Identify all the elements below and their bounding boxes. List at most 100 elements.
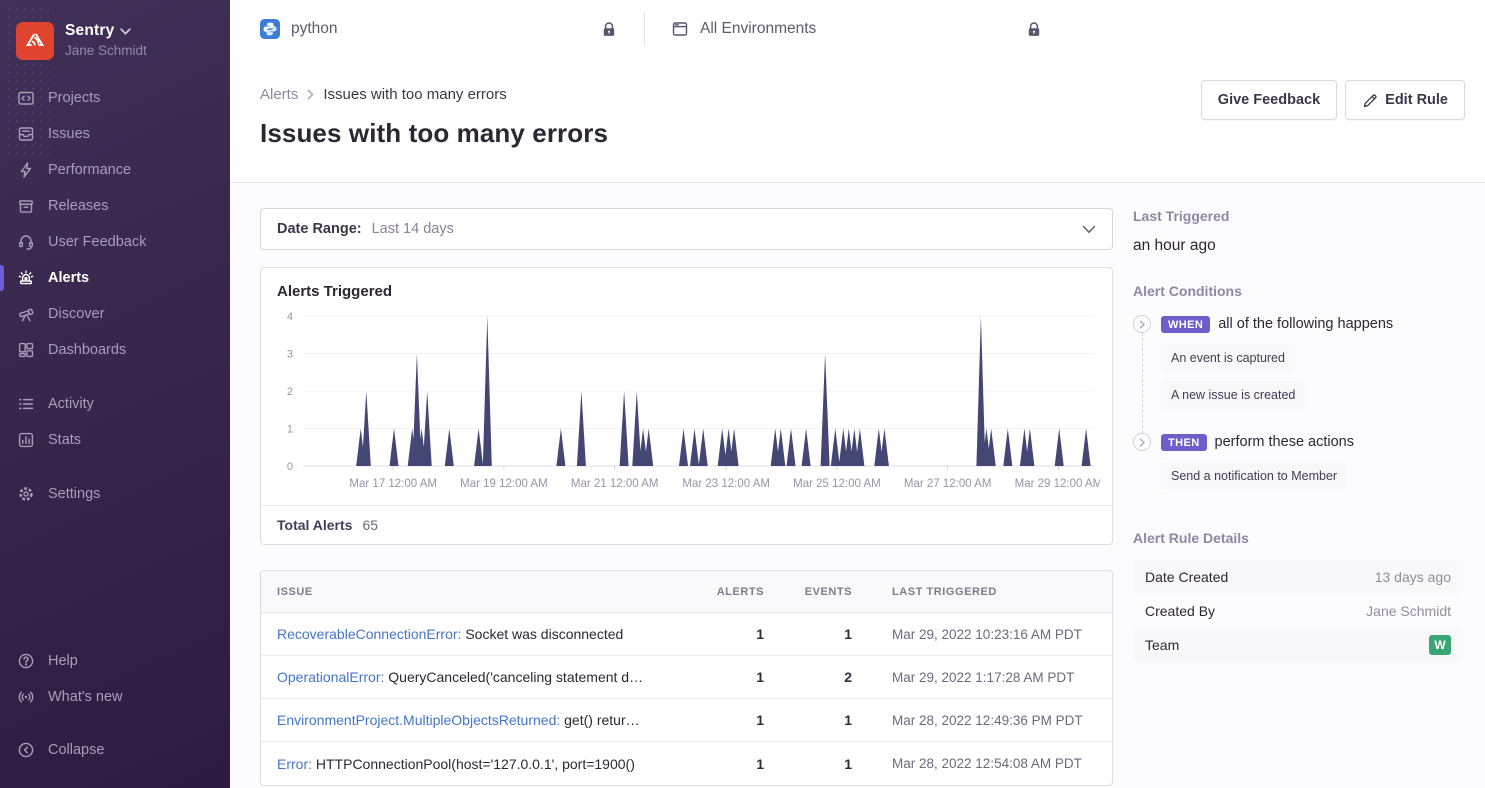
sidebar-item-stats[interactable]: Stats [0,422,230,458]
issue-link[interactable]: Error: [277,755,312,772]
svg-text:Mar 29 12:00 AM: Mar 29 12:00 AM [1015,478,1100,490]
svg-text:Mar 25 12:00 AM: Mar 25 12:00 AM [793,478,881,490]
events-count: 1 [844,712,852,728]
issue-link[interactable]: RecoverableConnectionError: [277,626,462,642]
environment-selector[interactable]: All Environments [671,20,816,38]
chart-footer: Total Alerts 65 [261,505,1112,544]
environment-name: All Environments [700,20,817,37]
chevron-right-icon [1139,438,1145,446]
svg-text:Mar 19 12:00 AM: Mar 19 12:00 AM [460,478,548,490]
sidebar-item-settings[interactable]: Settings [0,476,230,512]
svg-text:Mar 21 12:00 AM: Mar 21 12:00 AM [571,478,659,490]
activity-icon [17,395,35,413]
help-icon [17,652,35,670]
detail-row: Team W [1133,628,1463,662]
issues-table: ISSUE ALERTS EVENTS LAST TRIGGERED Recov… [260,570,1113,786]
issue-link[interactable]: OperationalError: [277,669,385,685]
alerts-count: 1 [756,712,764,728]
alerts-icon [17,269,35,287]
sidebar-item-whats-new[interactable]: What's new [0,679,230,715]
topbar: python All Environments [230,0,1485,58]
last-triggered-heading: Last Triggered [1133,208,1230,224]
detail-row: Created By Jane Schmidt [1145,603,1451,619]
chart-title: Alerts Triggered [277,283,393,300]
page-title: Issues with too many errors [260,118,609,148]
svg-text:2: 2 [287,386,293,398]
chevron-right-icon [1139,320,1145,328]
when-condition-row: WHEN all of the following happens [1133,315,1463,333]
environment-lock-icon[interactable] [1025,19,1043,40]
org-name-label: Sentry [65,22,115,39]
date-range-select[interactable]: Date Range: Last 14 days [260,208,1113,250]
events-count: 1 [844,755,852,772]
chevron-down-icon [1082,225,1096,234]
created-by-value: Jane Schmidt [1366,603,1451,619]
sidebar-item-releases[interactable]: Releases [0,188,230,224]
svg-text:4: 4 [287,311,293,323]
issue-link[interactable]: EnvironmentProject.MultipleObjectsReturn… [277,712,561,728]
alerts-count: 1 [756,626,764,642]
last-triggered-date: Mar 28, 2022 12:54:08 AM PDT [892,756,1082,771]
svg-text:Mar 23 12:00 AM: Mar 23 12:00 AM [682,478,770,490]
org-user: Jane Schmidt [65,43,147,58]
content: Date Range: Last 14 days Alerts Triggere… [230,183,1485,788]
events-count: 1 [844,626,852,642]
sidebar-item-projects[interactable]: Projects [0,80,230,116]
nav-divider-gap [0,368,230,386]
sidebar-item-alerts[interactable]: Alerts [0,260,230,296]
projects-icon [17,89,35,107]
sidebar-footer: Help What's new Collapse [0,643,230,768]
user-feedback-icon [17,233,35,251]
last-triggered-value: an hour ago [1133,237,1216,254]
col-last-triggered: LAST TRIGGERED [892,585,997,598]
project-selector[interactable]: python [260,19,338,39]
project-name: python [291,20,338,37]
last-triggered-date: Mar 29, 2022 1:17:28 AM PDT [892,669,1075,685]
org-switcher[interactable]: Sentry Jane Schmidt [0,16,230,80]
when-badge: WHEN [1161,316,1211,333]
page-header: Alerts Issues with too many errors Issue… [230,58,1485,183]
give-feedback-button[interactable]: Give Feedback [1200,80,1338,120]
issues-table-header: ISSUE ALERTS EVENTS LAST TRIGGERED [261,571,1112,613]
collapse-chevron-icon [17,741,35,759]
expand-then-button[interactable] [1133,433,1151,451]
stats-icon [17,431,35,449]
expand-when-button[interactable] [1133,315,1151,333]
svg-text:0: 0 [287,461,293,473]
dashboards-icon [17,341,35,359]
sidebar-collapse-button[interactable]: Collapse [0,732,230,768]
environments-icon [672,22,688,36]
releases-icon [17,197,35,215]
condition-pill: A new issue is created [1161,381,1306,409]
condition-pill: An event is captured [1161,344,1295,372]
sidebar-item-issues[interactable]: Issues [0,116,230,152]
last-triggered-date: Mar 29, 2022 10:23:16 AM PDT [892,626,1082,642]
sidebar-nav: Projects Issues Performance Releases Use… [0,80,230,512]
edit-rule-button[interactable]: Edit Rule [1345,80,1465,120]
sidebar-item-activity[interactable]: Activity [0,386,230,422]
alert-conditions-heading: Alert Conditions [1133,283,1242,299]
team-avatar-badge: W [1429,635,1451,655]
org-name: Sentry [65,22,147,40]
performance-icon [17,161,35,179]
discover-icon [17,305,35,323]
alerts-chart: 0 1 2 3 4 Mar 17 12:00 AM Mar 19 12:00 AM Mar 2… [287,311,1102,490]
col-issue: ISSUE [277,585,313,598]
sidebar-item-help[interactable]: Help [0,643,230,679]
breadcrumb-alerts-link[interactable]: Alerts [260,86,299,103]
topbar-divider [644,12,645,46]
issues-icon [17,125,35,143]
project-lock-icon[interactable] [600,19,618,40]
sidebar-item-user-feedback[interactable]: User Feedback [0,224,230,260]
sidebar-item-dashboards[interactable]: Dashboards [0,332,230,368]
sidebar-item-discover[interactable]: Discover [0,296,230,332]
pencil-icon [1363,93,1377,107]
alert-rule-details-heading: Alert Rule Details [1133,530,1249,546]
settings-gear-icon [17,485,35,503]
detail-row: Date Created 13 days ago [1133,560,1463,594]
sidebar-item-performance[interactable]: Performance [0,152,230,188]
table-row: RecoverableConnectionError: Socket was d… [261,613,1112,656]
nav-divider-gap [0,458,230,476]
then-badge: THEN [1161,434,1207,451]
